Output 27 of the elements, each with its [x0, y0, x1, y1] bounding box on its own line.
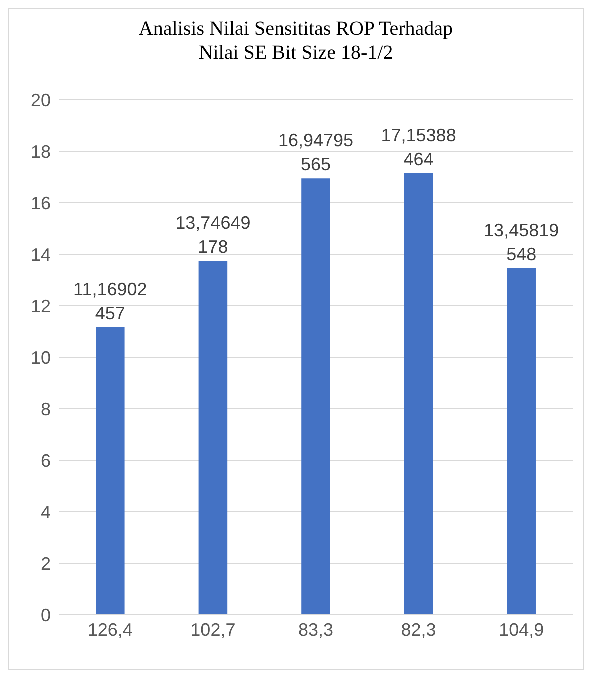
bar: [404, 173, 434, 615]
y-tick-label: 4: [40, 502, 51, 522]
x-tick-label: 126,4: [88, 620, 133, 640]
bar: [198, 261, 228, 615]
x-tick-label: 102,7: [190, 620, 236, 640]
y-tick-label: 10: [30, 348, 51, 368]
y-tick-label: 16: [30, 193, 51, 214]
y-tick-label: 8: [40, 399, 51, 420]
data-label: 13,45819548: [484, 220, 560, 264]
y-tick-label: 0: [40, 605, 51, 626]
data-label: 16,94795565: [278, 130, 354, 175]
x-tick-label: 104,9: [499, 620, 544, 640]
y-tick-label: 18: [30, 142, 51, 162]
y-tick-label: 14: [30, 244, 51, 265]
bar: [302, 178, 330, 615]
data-label: 17,15388464: [381, 125, 456, 170]
y-tick-label: 20: [30, 90, 51, 110]
data-label: 11,16902457: [74, 279, 148, 324]
chart-title: Analisis Nilai Sensititas ROP Terhadap Nilai SE Bit Size 18-1/2: [138, 17, 454, 65]
bar: [507, 268, 536, 615]
y-tick-label: 12: [30, 296, 51, 316]
y-tick-label: 2: [40, 554, 51, 574]
y-tick-label: 6: [40, 450, 51, 471]
x-tick-label: 83,3: [298, 620, 334, 640]
x-tick-label: 82,3: [401, 620, 436, 640]
data-label: 13,74649178: [176, 213, 251, 258]
bar: [96, 327, 125, 615]
